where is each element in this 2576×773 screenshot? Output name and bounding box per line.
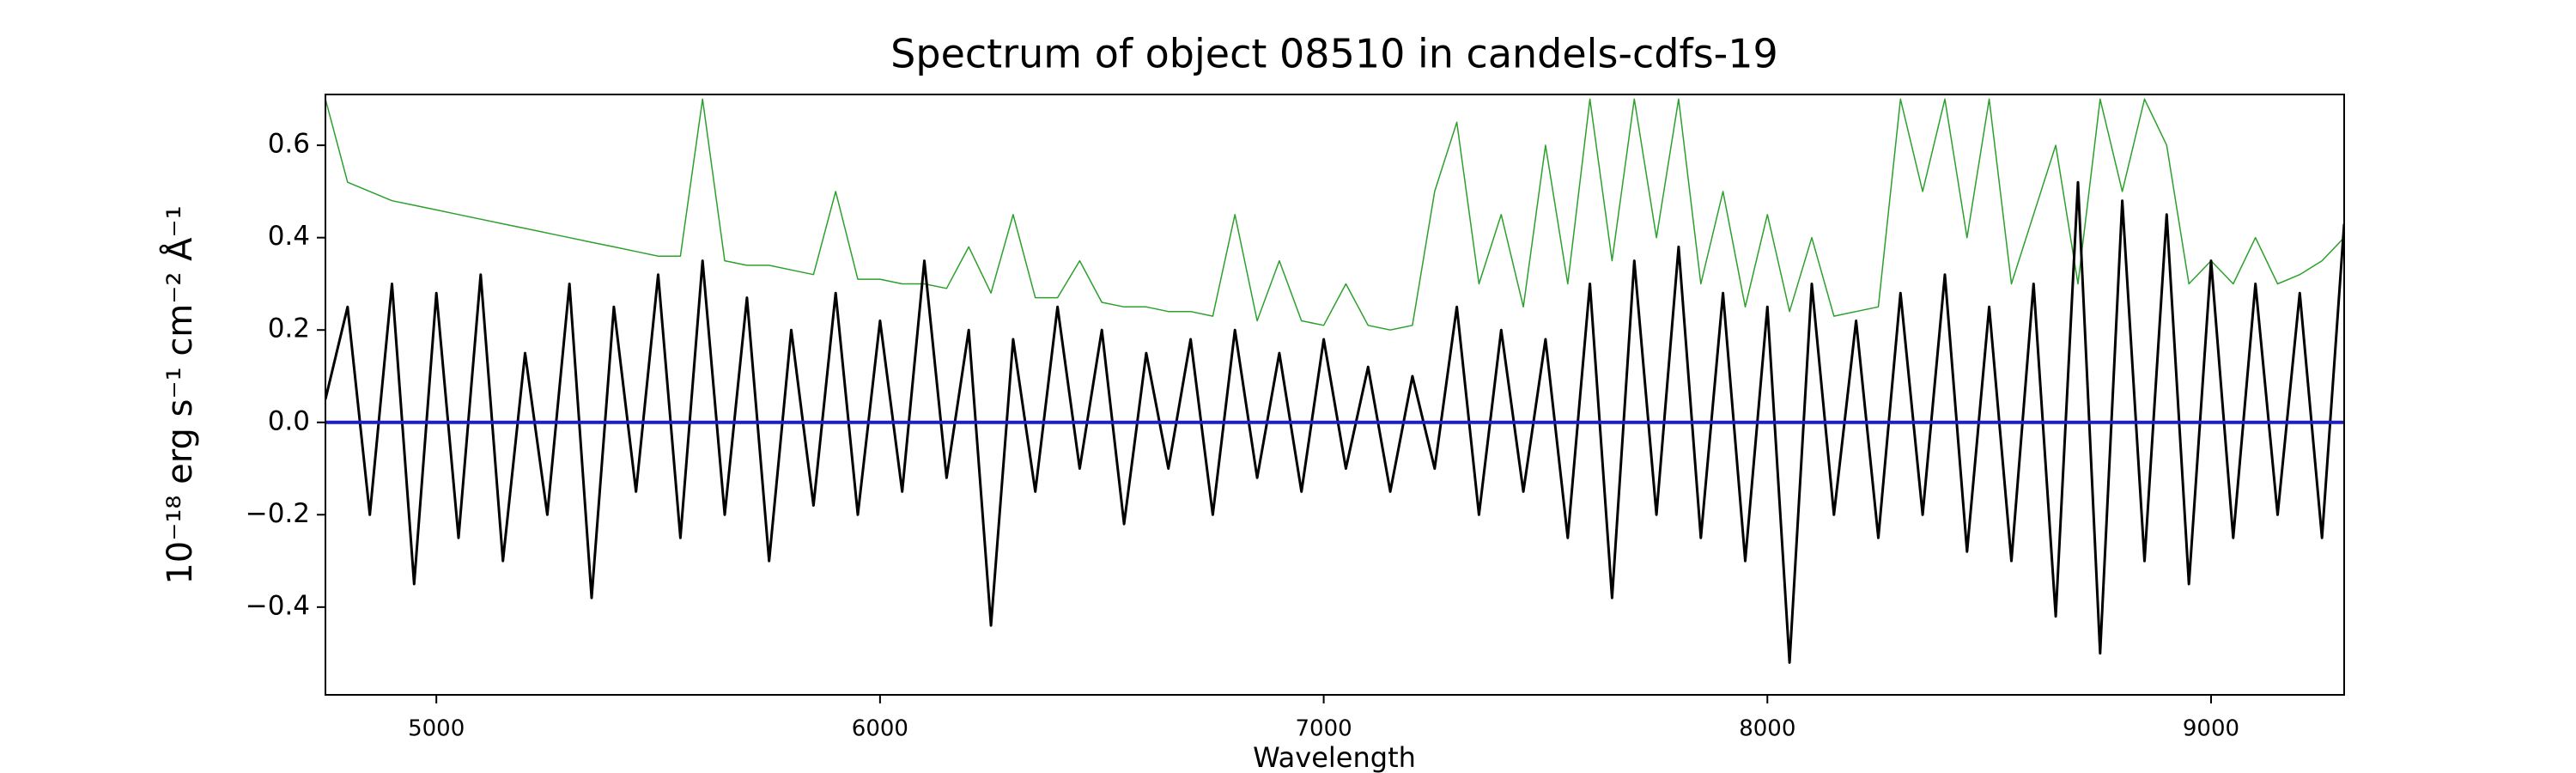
y-tick-label: 0.2 xyxy=(268,313,310,344)
x-tick-label: 5000 xyxy=(408,716,465,742)
x-axis-label: Wavelength xyxy=(1253,741,1416,773)
axes-frame xyxy=(325,94,2345,696)
y-tick-label: −0.4 xyxy=(246,590,310,621)
y-tick-label: 0.0 xyxy=(268,405,310,436)
x-tick-label: 7000 xyxy=(1295,716,1352,742)
y-tick-label: −0.2 xyxy=(246,498,310,529)
y-tick-label: 0.4 xyxy=(268,221,310,252)
x-tick-label: 6000 xyxy=(852,716,908,742)
y-tick-label: 0.6 xyxy=(268,129,310,160)
plot-area xyxy=(325,98,2344,664)
x-tick-label: 9000 xyxy=(2183,716,2239,742)
chart-title: Spectrum of object 08510 in candels-cdfs… xyxy=(890,31,1778,77)
x-tick-label: 8000 xyxy=(1739,716,1795,742)
series-line xyxy=(325,180,2344,664)
y-axis-label: 10⁻¹⁸ erg s⁻¹ cm⁻² Å⁻¹ xyxy=(159,205,200,584)
series-line xyxy=(325,98,2344,331)
